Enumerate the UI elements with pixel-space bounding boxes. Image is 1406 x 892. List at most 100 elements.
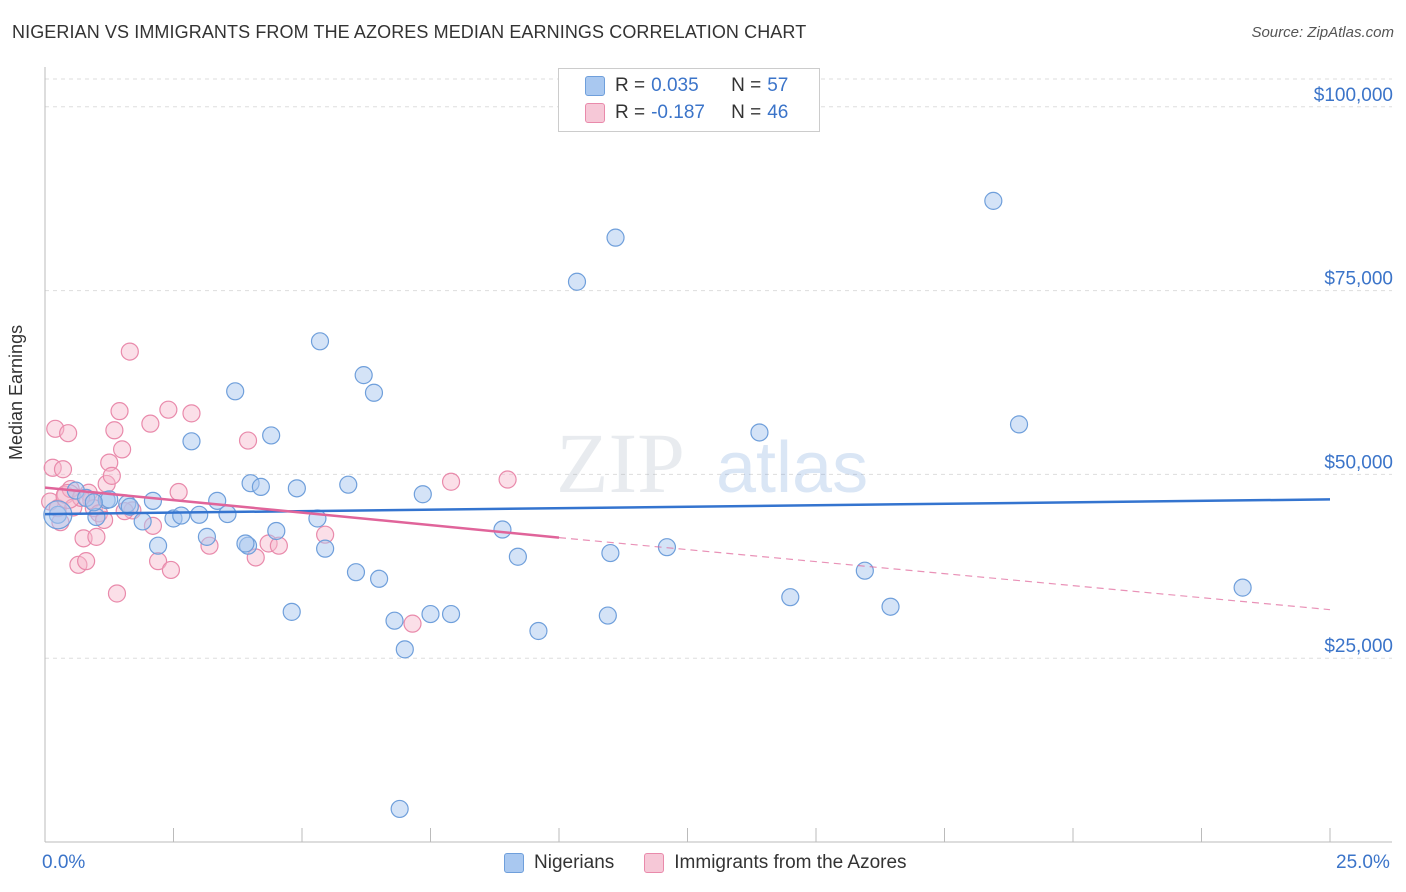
azores-point xyxy=(77,552,96,571)
legend-r-label: R = xyxy=(615,102,646,123)
trend-lines xyxy=(44,486,1331,611)
azores-point xyxy=(403,614,422,633)
nigerian-point xyxy=(855,561,874,580)
nigerian-point xyxy=(421,604,440,624)
y-tick-label: $75,000 xyxy=(1324,269,1393,290)
legend-r-value: -0.187 xyxy=(651,102,705,123)
nigerian-point xyxy=(251,477,270,496)
grid-lines xyxy=(45,78,1392,659)
legend-n-value: 57 xyxy=(767,75,789,96)
azores-point xyxy=(100,453,119,472)
azores-trend-line xyxy=(44,486,560,539)
legend-label: Immigrants from the Azores xyxy=(674,852,907,873)
nigerians-swatch xyxy=(504,853,524,873)
nigerian-point xyxy=(598,606,617,625)
y-tick-label: $25,000 xyxy=(1324,636,1393,657)
nigerian-point xyxy=(120,497,139,516)
nigerian-point xyxy=(87,507,106,527)
nigerian-point xyxy=(346,563,366,582)
nigerian-point xyxy=(133,512,152,531)
legend-r-label: R = xyxy=(615,75,646,96)
nigerian-point xyxy=(364,383,384,402)
nigerian-point xyxy=(493,520,512,539)
azores-point xyxy=(87,527,106,546)
nigerian-point xyxy=(262,426,281,445)
x-tick-min: 0.0% xyxy=(42,852,86,873)
y-axis-label: Median Earnings xyxy=(6,324,26,460)
nigerian-point xyxy=(84,493,103,512)
azores-point xyxy=(120,342,139,361)
azores-swatch xyxy=(644,853,665,873)
nigerian-point xyxy=(172,506,191,525)
nigerian-point xyxy=(197,527,217,546)
azores-point xyxy=(59,424,78,443)
nigerian-point xyxy=(148,536,168,555)
legend-label: Nigerians xyxy=(534,852,615,873)
azores-swatch xyxy=(585,103,605,123)
nigerian-point xyxy=(339,475,358,494)
azores-point xyxy=(141,414,160,433)
y-tick-label: $50,000 xyxy=(1324,452,1393,473)
nigerian-point xyxy=(390,799,409,819)
nigerian-point xyxy=(310,332,330,351)
legend-n-label: N = xyxy=(731,102,762,123)
azores-point xyxy=(110,402,129,421)
nigerian-point xyxy=(316,539,335,558)
nigerian-point xyxy=(218,504,237,524)
nigerian-point xyxy=(441,604,461,624)
azores-point xyxy=(105,421,124,440)
chart-title: NIGERIAN VS IMMIGRANTS FROM THE AZORES M… xyxy=(12,22,807,42)
nigerian-trend-line xyxy=(44,498,1331,516)
nigerian-point xyxy=(1233,578,1252,597)
nigerian-point xyxy=(881,597,900,616)
legend-row-nigerians: R = 0.035 N = 57 xyxy=(585,75,788,97)
nigerian-point xyxy=(750,423,769,442)
azores-points xyxy=(41,342,517,633)
axes xyxy=(44,67,1392,843)
nigerian-point xyxy=(984,191,1003,210)
azores-trend-extension xyxy=(558,537,1331,611)
nigerian-point xyxy=(370,569,389,588)
azores-point xyxy=(107,584,127,603)
legend-row-azores: R = -0.187 N = 46 xyxy=(585,102,788,124)
azores-point xyxy=(182,404,201,423)
watermark-zip: ZIP xyxy=(556,415,685,511)
nigerian-point xyxy=(781,588,800,607)
legend-n-value: 46 xyxy=(767,102,789,123)
nigerians-swatch xyxy=(585,76,605,96)
azores-point xyxy=(498,470,517,489)
azores-point xyxy=(238,431,258,450)
legend-r-value: 0.035 xyxy=(651,75,699,96)
nigerian-point xyxy=(190,505,209,524)
nigerian-point xyxy=(143,491,163,510)
y-tick-labels: $25,000 $50,000 $75,000 $100,000 xyxy=(1314,85,1393,657)
nigerian-point xyxy=(267,521,286,541)
nigerian-point xyxy=(354,366,373,385)
azores-point xyxy=(169,482,188,502)
nigerian-point xyxy=(413,485,432,504)
legend-item-nigerians[interactable]: Nigerians xyxy=(504,852,614,874)
nigerian-point xyxy=(182,432,201,451)
nigerian-point xyxy=(236,534,255,553)
nigerian-point xyxy=(395,640,414,659)
nigerian-point xyxy=(385,611,404,630)
nigerian-point xyxy=(529,621,548,641)
legend-n-label: N = xyxy=(731,75,762,96)
y-tick-label: $100,000 xyxy=(1314,85,1393,106)
azores-point xyxy=(161,560,181,580)
azores-point xyxy=(112,440,132,459)
legend-item-azores[interactable]: Immigrants from the Azores xyxy=(644,852,907,874)
x-tick-max: 25.0% xyxy=(1336,852,1390,873)
nigerian-point xyxy=(606,228,625,247)
nigerian-point xyxy=(282,602,301,621)
nigerian-point xyxy=(508,547,527,566)
source-label: Source: ZipAtlas.com xyxy=(1251,24,1394,41)
watermark: ZIP atlas xyxy=(556,415,868,511)
nigerian-point xyxy=(287,479,306,498)
azores-point xyxy=(159,400,178,419)
watermark-atlas: atlas xyxy=(716,428,868,508)
azores-point xyxy=(441,472,461,491)
nigerian-point xyxy=(226,382,245,401)
azores-point xyxy=(53,460,73,479)
